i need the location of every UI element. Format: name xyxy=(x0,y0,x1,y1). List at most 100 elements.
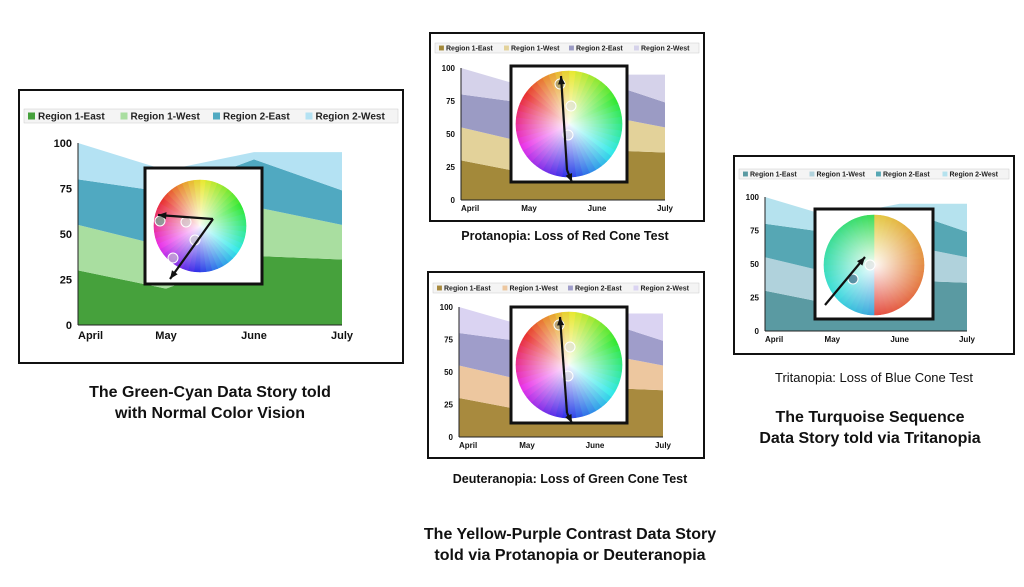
needle-arrow xyxy=(559,75,569,171)
color-wheel-inset xyxy=(813,207,935,321)
x-tick-label: July xyxy=(655,441,672,450)
x-tick-label: April xyxy=(461,204,479,213)
y-tick-label: 50 xyxy=(60,229,72,241)
legend: Region 1-East Region 1-West Region 2-East R… xyxy=(738,168,1010,180)
area-region-1-east xyxy=(78,255,342,325)
legend-label: Region 1-West xyxy=(131,112,201,123)
x-tick-label: April xyxy=(78,330,103,342)
legend-swatch xyxy=(568,285,573,291)
y-tick-label: 25 xyxy=(446,163,455,172)
legend-background xyxy=(738,168,1010,180)
wheel-marker xyxy=(565,100,577,112)
legend-swatch xyxy=(809,171,815,177)
chart-panel-normal: Region 1-East Region 1-West Region 2-East R… xyxy=(18,89,404,364)
legend-label: Region 1-East xyxy=(750,171,797,178)
legend-label: Region 1-East xyxy=(38,112,105,123)
caption-yellow-purple-line-1: The Yellow-Purple Contrast Data Story xyxy=(423,526,717,543)
wheel-center-glow xyxy=(154,180,246,272)
y-tick-label: 25 xyxy=(750,293,759,302)
needle-arrow xyxy=(157,213,214,221)
legend-swatch xyxy=(743,171,748,177)
color-wheel-inset xyxy=(509,64,629,184)
legend-label: Region 2-East xyxy=(576,45,623,52)
area-chart-protanopia: Region 1-East Region 1-West Region 2-East R… xyxy=(434,42,700,213)
chart-panel-deuteranopia: Region 1-East Region 1-West Region 2-East R… xyxy=(427,271,705,459)
y-tick-label: 100 xyxy=(746,193,760,202)
caption-normal-line-1: The Green-Cyan Data Story told xyxy=(89,384,331,401)
color-wheel-inset xyxy=(143,166,264,286)
wheel-marker xyxy=(180,216,192,228)
y-tick-label: 50 xyxy=(446,130,455,139)
legend-label: Region 2-West xyxy=(950,171,999,178)
needle-arrow xyxy=(558,316,569,414)
color-wheel-inset xyxy=(509,305,629,425)
caption-turquoise: The Turquoise Sequence Data Story told v… xyxy=(720,407,1020,449)
caption-yellow-purple: The Yellow-Purple Contrast Data Story to… xyxy=(330,524,810,566)
y-tick-label: 25 xyxy=(444,400,453,409)
y-tick-label: 25 xyxy=(60,274,72,286)
caption-protanopia: Protanopia: Loss of Red Cone Test xyxy=(461,229,669,243)
legend-background xyxy=(23,108,399,124)
legend-label: Region 1-West xyxy=(817,171,866,178)
x-tick-label: April xyxy=(765,335,783,344)
legend: Region 1-East Region 1-West Region 2-East R… xyxy=(23,108,399,124)
legend-label: Region 2-West xyxy=(316,112,386,123)
caption-turquoise-line-2: Data Story told via Tritanopia xyxy=(759,430,981,447)
x-tick-label: June xyxy=(588,204,607,213)
y-tick-label: 75 xyxy=(750,226,759,235)
y-tick-label: 0 xyxy=(449,433,454,442)
y-tick-label: 100 xyxy=(54,138,72,150)
y-tick-label: 75 xyxy=(444,335,453,344)
caption-normal: The Green-Cyan Data Story told with Norm… xyxy=(30,382,390,424)
chart-panel-tritanopia: Region 1-East Region 1-West Region 2-East R… xyxy=(733,155,1015,355)
x-tick-label: June xyxy=(586,441,605,450)
x-tick-label: July xyxy=(657,204,674,213)
needle-arrow xyxy=(824,256,866,306)
legend-swatch xyxy=(634,45,639,51)
legend-label: Region 1-East xyxy=(446,45,493,52)
x-tick-label: June xyxy=(241,330,267,342)
x-tick-label: July xyxy=(959,335,976,344)
legend-label: Region 2-West xyxy=(641,285,690,292)
legend-swatch xyxy=(502,285,508,291)
legend-label: Region 1-West xyxy=(511,45,560,52)
legend-label: Region 2-East xyxy=(883,171,930,178)
legend-swatch xyxy=(439,45,444,51)
y-tick-label: 75 xyxy=(60,183,72,195)
legend-label: Region 1-East xyxy=(444,285,491,292)
legend-label: Region 2-East xyxy=(223,112,290,123)
y-tick-label: 100 xyxy=(442,64,456,73)
needle-arrowhead xyxy=(558,76,566,85)
legend-swatch xyxy=(120,112,128,120)
needle-arrowhead xyxy=(565,173,573,182)
needle-arrowhead xyxy=(170,270,178,279)
y-tick-label: 50 xyxy=(444,368,453,377)
legend-background xyxy=(434,42,700,54)
x-tick-label: May xyxy=(155,330,177,342)
needle-arrowhead xyxy=(565,414,572,423)
legend-swatch xyxy=(569,45,574,51)
legend-swatch xyxy=(504,45,509,51)
caption-tritanopia: Tritanopia: Loss of Blue Cone Test xyxy=(774,370,973,385)
legend-label: Region 1-West xyxy=(510,285,559,292)
caption-normal-line-2: with Normal Color Vision xyxy=(115,405,305,422)
y-tick-label: 50 xyxy=(750,260,759,269)
wheel-marker xyxy=(864,259,876,271)
wheel-marker xyxy=(564,341,576,353)
legend-label: Region 2-East xyxy=(575,285,622,292)
y-tick-label: 75 xyxy=(446,97,455,106)
legend-swatch xyxy=(876,171,881,177)
needle-arrowhead xyxy=(557,317,565,326)
y-tick-label: 0 xyxy=(755,327,760,336)
x-tick-label: June xyxy=(890,335,909,344)
caption-turquoise-line-1: The Turquoise Sequence xyxy=(775,409,965,426)
area-chart-deuteranopia: Region 1-East Region 1-West Region 2-East R… xyxy=(432,282,700,450)
x-tick-label: May xyxy=(825,335,841,344)
caption-yellow-purple-line-2: told via Protanopia or Deuteranopia xyxy=(434,547,706,564)
legend-swatch xyxy=(28,112,35,120)
needle-arrowhead xyxy=(857,257,865,266)
legend: Region 1-East Region 1-West Region 2-East R… xyxy=(432,282,700,294)
needle-arrow xyxy=(169,218,214,280)
chart-panel-protanopia: Region 1-East Region 1-West Region 2-East R… xyxy=(429,32,705,222)
x-tick-label: July xyxy=(331,330,354,342)
